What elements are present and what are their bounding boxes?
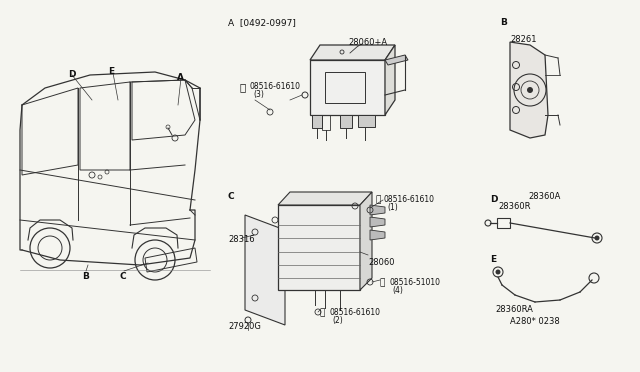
Text: E: E: [108, 67, 114, 76]
Polygon shape: [360, 192, 372, 290]
Text: Ⓢ: Ⓢ: [375, 195, 380, 204]
Polygon shape: [278, 205, 360, 290]
Text: 27920G: 27920G: [228, 322, 261, 331]
Text: A  [0492-0997]: A [0492-0997]: [228, 18, 296, 27]
Text: B: B: [500, 18, 507, 27]
Polygon shape: [310, 45, 395, 60]
Text: 28060: 28060: [368, 258, 394, 267]
Text: D: D: [490, 195, 497, 204]
Text: (2): (2): [332, 316, 343, 325]
Text: D: D: [68, 70, 76, 79]
Text: (3): (3): [253, 90, 264, 99]
Polygon shape: [370, 230, 385, 240]
Text: 08516-61610: 08516-61610: [384, 195, 435, 204]
Text: E: E: [490, 255, 496, 264]
Polygon shape: [340, 115, 352, 128]
Circle shape: [495, 269, 500, 275]
Polygon shape: [370, 205, 385, 215]
Text: B: B: [82, 272, 89, 281]
Text: Ⓢ: Ⓢ: [320, 308, 325, 317]
Text: Ⓢ: Ⓢ: [240, 82, 246, 92]
Text: (4): (4): [392, 286, 403, 295]
Text: 28316: 28316: [228, 235, 255, 244]
Polygon shape: [358, 115, 375, 127]
Circle shape: [595, 235, 600, 241]
Text: 08516-61610: 08516-61610: [250, 82, 301, 91]
Polygon shape: [245, 215, 285, 325]
Polygon shape: [385, 45, 395, 115]
Text: C: C: [228, 192, 235, 201]
Polygon shape: [385, 55, 408, 65]
Polygon shape: [510, 42, 548, 138]
Text: 28060+A: 28060+A: [348, 38, 387, 47]
Circle shape: [527, 87, 533, 93]
Text: (1): (1): [387, 203, 397, 212]
Text: 28360R: 28360R: [498, 202, 531, 211]
Text: C: C: [120, 272, 127, 281]
Text: 08516-51010: 08516-51010: [389, 278, 440, 287]
Text: 28261: 28261: [510, 35, 536, 44]
Text: 28360RA: 28360RA: [495, 305, 533, 314]
Text: Ⓢ: Ⓢ: [380, 278, 385, 287]
Text: 28360A: 28360A: [528, 192, 561, 201]
Polygon shape: [310, 60, 385, 115]
Text: 08516-61610: 08516-61610: [329, 308, 380, 317]
Polygon shape: [278, 192, 372, 205]
Text: A280* 0238: A280* 0238: [510, 317, 560, 326]
Polygon shape: [370, 217, 385, 227]
Polygon shape: [312, 115, 322, 128]
Text: A: A: [177, 73, 184, 82]
